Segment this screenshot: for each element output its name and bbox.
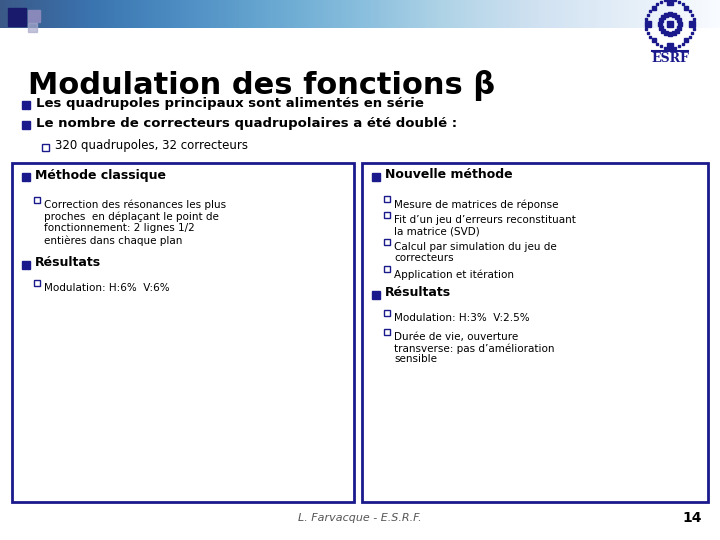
- Bar: [42, 144, 49, 151]
- Bar: [22, 261, 30, 269]
- Bar: [384, 212, 390, 218]
- Text: Modulation: H:6%  V:6%: Modulation: H:6% V:6%: [44, 283, 170, 293]
- Bar: [34, 197, 40, 203]
- Text: Calcul par simulation du jeu de: Calcul par simulation du jeu de: [394, 242, 557, 252]
- Text: correcteurs: correcteurs: [394, 253, 454, 263]
- Text: Résultats: Résultats: [35, 256, 101, 269]
- Text: Méthode classique: Méthode classique: [35, 168, 166, 181]
- Bar: [384, 239, 390, 245]
- Bar: [22, 173, 30, 181]
- Text: Fit d’un jeu d’erreurs reconstituant: Fit d’un jeu d’erreurs reconstituant: [394, 215, 576, 225]
- Text: proches  en déplaçant le point de: proches en déplaçant le point de: [44, 211, 219, 221]
- Text: Application et itération: Application et itération: [394, 269, 514, 280]
- Text: la matrice (SVD): la matrice (SVD): [394, 226, 480, 236]
- Text: Modulation des fonctions β: Modulation des fonctions β: [28, 70, 495, 101]
- Bar: [22, 121, 30, 129]
- Bar: [362, 163, 708, 502]
- Bar: [384, 196, 390, 202]
- Text: transverse: pas d’amélioration: transverse: pas d’amélioration: [394, 343, 554, 354]
- Text: fonctionnement: 2 lignes 1/2: fonctionnement: 2 lignes 1/2: [44, 223, 194, 233]
- Bar: [384, 329, 390, 335]
- Bar: [372, 173, 380, 181]
- Text: Le nombre de correcteurs quadrupolaires a été doublé :: Le nombre de correcteurs quadrupolaires …: [36, 117, 457, 130]
- Text: Modulation: H:3%  V:2.5%: Modulation: H:3% V:2.5%: [394, 313, 530, 323]
- Text: L. Farvacque - E.S.R.F.: L. Farvacque - E.S.R.F.: [298, 513, 422, 523]
- Bar: [28, 23, 37, 32]
- Text: 320 quadrupoles, 32 correcteurs: 320 quadrupoles, 32 correcteurs: [55, 139, 248, 152]
- Text: 14: 14: [683, 511, 702, 525]
- Text: Les quadrupoles principaux sont alimentés en série: Les quadrupoles principaux sont alimenté…: [36, 97, 424, 110]
- Text: ESRF: ESRF: [651, 52, 689, 65]
- Bar: [28, 10, 40, 22]
- Text: Nouvelle méthode: Nouvelle méthode: [385, 168, 513, 181]
- Text: sensible: sensible: [394, 354, 437, 364]
- Text: Mesure de matrices de réponse: Mesure de matrices de réponse: [394, 199, 559, 210]
- Text: Correction des résonances les plus: Correction des résonances les plus: [44, 199, 226, 210]
- Bar: [372, 291, 380, 299]
- Bar: [12, 163, 354, 502]
- Text: Résultats: Résultats: [385, 287, 451, 300]
- Text: Durée de vie, ouverture: Durée de vie, ouverture: [394, 332, 518, 342]
- Text: entières dans chaque plan: entières dans chaque plan: [44, 235, 182, 246]
- Bar: [22, 101, 30, 109]
- Bar: [8, 8, 26, 26]
- Bar: [384, 310, 390, 316]
- Bar: [34, 280, 40, 286]
- Bar: [384, 266, 390, 272]
